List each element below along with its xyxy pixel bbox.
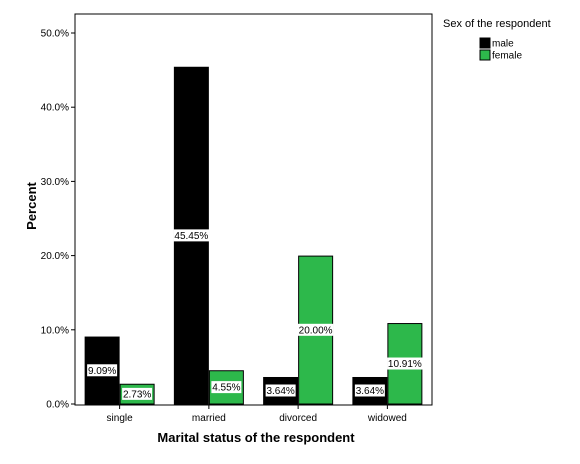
- data-label: 3.64%: [266, 386, 294, 397]
- legend-swatch-female: [479, 49, 491, 61]
- plot-frame: [74, 13, 433, 406]
- data-label-background: [387, 357, 423, 370]
- legend-label-male: male: [492, 39, 514, 50]
- data-label: 9.09%: [88, 366, 116, 377]
- data-label-background: [354, 384, 385, 397]
- legend-swatch-male: [479, 37, 491, 49]
- data-label: 3.64%: [356, 386, 384, 397]
- data-label-background: [297, 323, 334, 336]
- x-tick-label: widowed: [367, 413, 407, 424]
- x-axis: single married divorced widowed: [107, 405, 407, 424]
- data-labels: 9.09% 2.73% 45.45% 4.55% 3.64% 20.00% 3.64% 10.…: [87, 229, 423, 400]
- legend-title: Sex of the respondent: [443, 18, 551, 30]
- x-axis-title: Marital status of the respondent: [157, 430, 355, 445]
- y-tick-label: 0.0%: [46, 400, 69, 411]
- y-axis-title: Percent: [24, 181, 39, 229]
- x-tick-label: divorced: [279, 413, 317, 424]
- data-label: 45.45%: [174, 231, 208, 242]
- x-tick-label: married: [192, 413, 226, 424]
- y-tick-label: 30.0%: [41, 177, 69, 188]
- data-label-background: [265, 384, 296, 397]
- data-label-background: [87, 364, 118, 377]
- data-label-background: [122, 387, 153, 400]
- y-tick-label: 10.0%: [41, 325, 69, 336]
- data-label-background: [211, 381, 242, 394]
- y-tick-label: 20.0%: [41, 251, 69, 262]
- x-tick-label: single: [107, 413, 134, 424]
- data-label: 10.91%: [388, 359, 422, 370]
- data-label: 20.00%: [299, 325, 333, 336]
- y-tick-label: 50.0%: [41, 29, 69, 40]
- y-axis: 0.0% 10.0% 20.0% 30.0% 40.0% 50.0%: [41, 29, 75, 411]
- data-label-background: [173, 229, 210, 242]
- data-label: 4.55%: [212, 383, 240, 394]
- y-tick-label: 40.0%: [41, 103, 69, 114]
- legend-label-female: female: [492, 51, 522, 62]
- data-label: 2.73%: [123, 389, 151, 400]
